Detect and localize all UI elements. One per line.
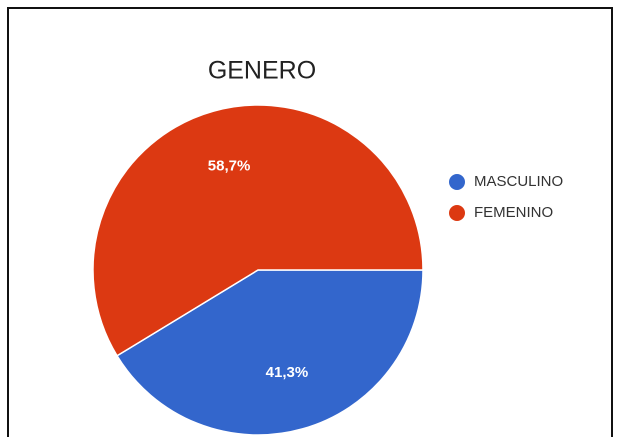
pie-slice xyxy=(116,269,424,436)
legend-swatch xyxy=(449,205,465,221)
legend-label: FEMENINO xyxy=(474,204,553,221)
chart-title: GENERO xyxy=(208,57,316,85)
legend-label: MASCULINO xyxy=(474,173,563,190)
frame xyxy=(7,7,613,437)
legend-swatch xyxy=(449,174,465,190)
slice-label: 41,3% xyxy=(266,364,309,381)
slice-label: 58,7% xyxy=(208,158,251,175)
pie-slice xyxy=(92,104,424,357)
